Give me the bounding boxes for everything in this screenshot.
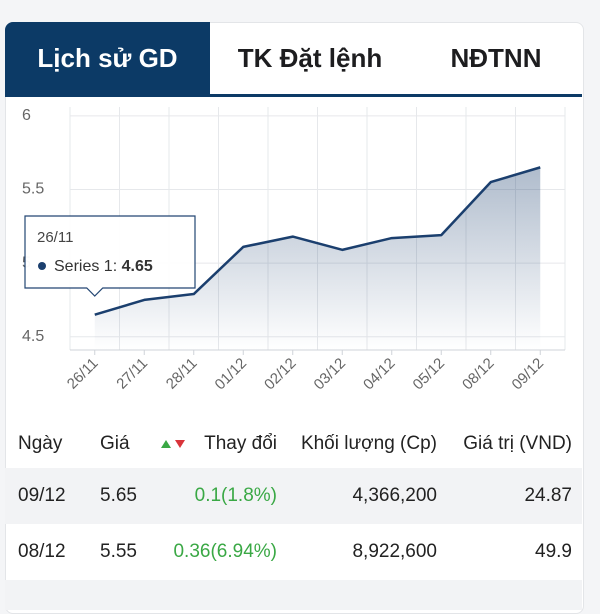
x-tick-label: 01/12 <box>212 355 251 394</box>
tooltip-line: Series 1: 4.65 <box>54 258 153 275</box>
header-cell: Ngày <box>18 433 63 454</box>
table-cell: 0.36(6.94%) <box>173 541 277 562</box>
area-fill <box>94 167 541 350</box>
price-chart: 4.555.5626/1127/1128/1101/1202/1203/1204… <box>22 107 566 394</box>
table-cell: 5.55 <box>100 541 137 562</box>
x-tick-label: 27/11 <box>113 355 151 393</box>
tooltip: 26/11 Series 1: 4.65 <box>24 215 196 297</box>
header-cell: Giá trị (VND) <box>463 433 572 454</box>
x-tick-label: 03/12 <box>311 355 350 394</box>
down-arrow <box>175 440 185 448</box>
header-cell: Giá <box>100 433 130 454</box>
table-header: Ngày Giá Thay đổi Khối lượng (Cp) Giá trị (V… <box>5 420 582 468</box>
header-cell: Thay đổi <box>204 433 277 454</box>
table-cell: 24.87 <box>524 485 572 506</box>
x-tick-label: 05/12 <box>410 355 449 394</box>
x-tick-label: 26/11 <box>64 355 102 393</box>
x-tick-label: 09/12 <box>509 355 548 394</box>
y-tick-label: 4.5 <box>22 328 44 345</box>
tooltip-dot <box>38 262 46 270</box>
tab[interactable]: TK Đặt lệnh <box>237 42 383 73</box>
page: Lịch sử GD html, body { margin: 0; paddi… <box>5 22 584 614</box>
table-cell: 8,922,600 <box>352 541 437 562</box>
x-tick-label: 28/11 <box>163 355 201 393</box>
tab[interactable]: NĐTNN <box>450 42 542 73</box>
table-cell: 09/12 <box>18 485 66 506</box>
tooltip-date: 26/11 <box>37 229 73 246</box>
table-cell: 4,366,200 <box>352 485 437 506</box>
tooltip-value: 4.65 <box>122 258 153 275</box>
price-line <box>94 166 541 316</box>
x-tick-label: 02/12 <box>261 355 300 394</box>
table-cell: 49.9 <box>535 541 572 562</box>
table-row-placeholder <box>5 580 582 610</box>
page-body: {"tabs": ["Lịch sử GD", "TK Đặt lệnh", "… <box>5 22 584 614</box>
change-arrows <box>161 420 185 468</box>
table-cell: 08/12 <box>18 541 66 562</box>
history-table: Ngày Giá Thay đổi Khối lượng (Cp) Giá trị (V… <box>5 420 582 610</box>
tooltip-series: Series 1 <box>54 258 113 275</box>
table-cell: 0.1(1.8%) <box>194 485 277 506</box>
x-tick-label: 08/12 <box>459 355 498 394</box>
table-row: 08/12 5.55 0.36(6.94%) 8,922,600 49.9 <box>5 524 582 580</box>
tab[interactable]: Lịch sử GD <box>5 22 210 94</box>
y-tick-label: 5.5 <box>22 181 44 198</box>
table-row: 09/12 5.65 0.1(1.8%) 4,366,200 24.87 <box>5 468 582 524</box>
tab-bar: Lịch sử GD TK Đặt lệnh NĐTNN <box>5 22 582 97</box>
x-tick-label: 04/12 <box>360 355 399 394</box>
up-arrow <box>161 440 171 448</box>
tooltip-box <box>24 215 196 297</box>
header-cell: Khối lượng (Cp) <box>300 433 437 454</box>
table-cell: 5.65 <box>100 485 137 506</box>
y-tick-label: 6 <box>22 107 31 124</box>
